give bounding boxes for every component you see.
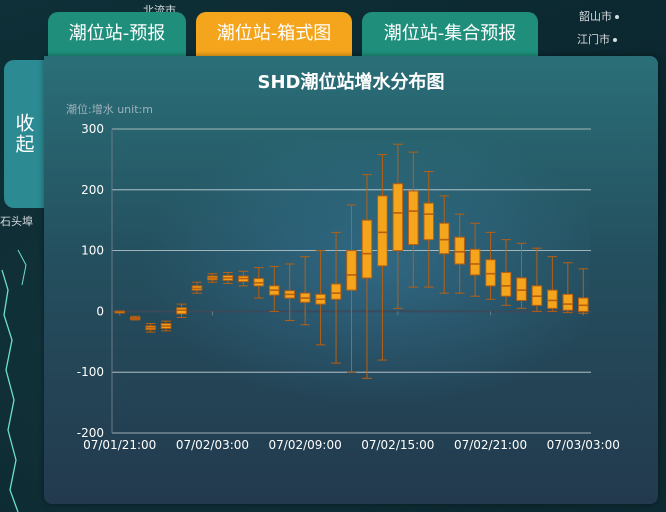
tab-boxplot[interactable]: 潮位站-箱式图 bbox=[196, 12, 352, 56]
box-19 bbox=[408, 151, 419, 288]
x-tick-label: 07/02/21:00 bbox=[454, 438, 527, 452]
box-0 bbox=[114, 310, 126, 314]
box-iqr bbox=[469, 248, 481, 276]
boxplot-series bbox=[114, 143, 589, 379]
box-20 bbox=[423, 171, 435, 288]
box-iqr bbox=[330, 283, 342, 300]
y-tick-label: 0 bbox=[96, 304, 104, 318]
y-tick-label: -200 bbox=[77, 426, 104, 440]
chart-title: SHD潮位站增水分布图 bbox=[257, 72, 445, 93]
box-10 bbox=[268, 265, 280, 312]
box-iqr bbox=[485, 259, 496, 287]
box-18 bbox=[392, 143, 404, 309]
box-21 bbox=[438, 195, 450, 294]
box-1 bbox=[129, 315, 141, 321]
box-iqr bbox=[361, 219, 373, 279]
box-3 bbox=[160, 320, 172, 332]
box-24 bbox=[485, 231, 496, 300]
box-15 bbox=[346, 204, 357, 373]
box-iqr bbox=[454, 236, 465, 265]
box-16 bbox=[361, 174, 373, 379]
map-label-city-2: 江门市 bbox=[577, 31, 617, 47]
box-iqr bbox=[346, 250, 357, 291]
box-25 bbox=[500, 239, 512, 306]
box-iqr bbox=[500, 271, 512, 297]
x-axis-ticks: 07/01/21:00 07/02/03:00 07/02/09:00 07/02/1… bbox=[83, 311, 620, 452]
y-tick-label: 100 bbox=[81, 244, 104, 258]
y-tick-label: 200 bbox=[81, 183, 104, 197]
y-axis-ticks: -200 -100 0 100 200 300 bbox=[77, 122, 104, 440]
tab-forecast[interactable]: 潮位站-预报 bbox=[48, 12, 186, 56]
box-7 bbox=[222, 271, 234, 284]
tab-ensemble-forecast[interactable]: 潮位站-集合预报 bbox=[362, 12, 538, 56]
box-30 bbox=[577, 268, 589, 314]
box-26 bbox=[516, 242, 527, 309]
box-28 bbox=[547, 256, 558, 312]
box-29 bbox=[562, 262, 574, 314]
box-13 bbox=[315, 250, 326, 346]
box-iqr bbox=[438, 222, 450, 255]
box-9 bbox=[253, 267, 265, 299]
box-iqr bbox=[423, 202, 435, 241]
box-iqr bbox=[392, 183, 404, 252]
box-11 bbox=[284, 263, 295, 322]
y-tick-label: 300 bbox=[81, 122, 104, 136]
box-iqr bbox=[408, 190, 419, 246]
y-axis-unit-label: 潮位:增水 unit:m bbox=[66, 103, 153, 116]
x-tick-label: 07/02/15:00 bbox=[361, 438, 434, 452]
box-iqr bbox=[547, 289, 558, 309]
box-12 bbox=[299, 256, 311, 326]
map-label-station: 石头埠 bbox=[0, 215, 33, 228]
coastline-decoration bbox=[1, 249, 27, 512]
box-iqr bbox=[516, 277, 527, 301]
box-iqr bbox=[562, 293, 574, 311]
box-6 bbox=[207, 273, 218, 283]
y-tick-label: -100 bbox=[77, 365, 104, 379]
box-5 bbox=[191, 281, 203, 294]
box-17 bbox=[377, 154, 388, 361]
box-14 bbox=[330, 231, 342, 364]
x-tick-label: 07/01/21:00 bbox=[83, 438, 156, 452]
box-iqr bbox=[377, 195, 388, 267]
box-22 bbox=[454, 213, 465, 294]
x-tick-label: 07/02/03:00 bbox=[176, 438, 249, 452]
map-label-city-1: 韶山市 bbox=[579, 8, 619, 24]
x-tick-label: 07/02/09:00 bbox=[269, 438, 342, 452]
collapse-button[interactable]: 收起 bbox=[4, 60, 44, 208]
box-23 bbox=[469, 222, 481, 297]
box-2 bbox=[145, 323, 156, 333]
box-27 bbox=[531, 247, 543, 312]
box-8 bbox=[238, 270, 249, 287]
map-city-dot bbox=[615, 15, 619, 19]
box-4 bbox=[176, 303, 187, 318]
x-tick-label: 07/03/03:00 bbox=[547, 438, 620, 452]
map-city-dot bbox=[613, 38, 617, 42]
